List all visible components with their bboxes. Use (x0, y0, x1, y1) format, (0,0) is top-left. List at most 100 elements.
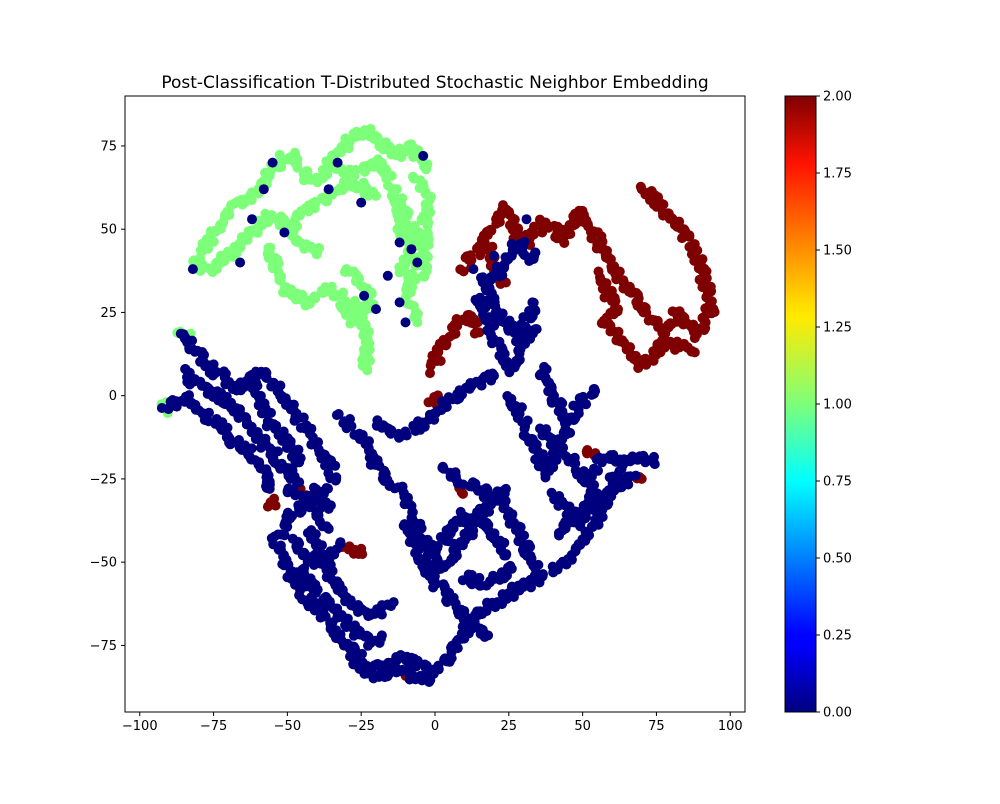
scatter-point (389, 483, 400, 494)
scatter-point (581, 512, 591, 523)
scatter-point (330, 475, 341, 486)
scatter-point (525, 541, 536, 552)
scatter-point (323, 523, 334, 534)
scatter-point (309, 439, 320, 450)
scatter-point (547, 561, 558, 572)
scatter-point (467, 623, 478, 634)
class-0-series (156, 236, 660, 687)
scatter-point (648, 457, 659, 468)
scatter-point (414, 544, 425, 555)
scatter-point (441, 559, 452, 570)
scatter-point (456, 487, 467, 498)
scatter-point (345, 651, 356, 662)
scatter-point (633, 363, 644, 373)
scatter-point (394, 237, 405, 248)
scatter-point (305, 596, 316, 607)
scatter-point (362, 364, 373, 374)
scatter-point (557, 448, 568, 459)
scatter-point (630, 470, 641, 481)
scatter-point (323, 184, 334, 195)
scatter-point (614, 266, 625, 277)
scatter-point (689, 347, 700, 358)
x-tick-label: 50 (574, 719, 591, 734)
scatter-point (631, 297, 642, 308)
scatter-point (521, 214, 532, 225)
scatter-point (330, 460, 341, 471)
scatter-point (430, 579, 441, 589)
colorbar-axis: 0.00 0.25 0.50 0.75 1.00 1.25 1.50 1.75 2.00 (816, 90, 852, 721)
scatter-point (294, 457, 305, 468)
scatter-point (587, 229, 598, 240)
scatter-point (489, 574, 499, 585)
scatter-point (258, 184, 269, 195)
scatter-point (419, 240, 430, 251)
scatter-point (350, 164, 361, 175)
scatter-point (215, 421, 225, 432)
scatter-point (220, 368, 231, 379)
scatter-point (346, 421, 357, 432)
x-tick-label: 75 (648, 719, 665, 734)
scatter-point (487, 338, 497, 349)
scatter-point (484, 243, 495, 254)
scatter-point (519, 530, 530, 541)
scatter-point (584, 530, 595, 541)
scatter-point (483, 630, 494, 641)
scatter-point (418, 150, 429, 161)
scatter-point (311, 587, 321, 598)
scatter-point (305, 429, 315, 439)
scatter-point (624, 286, 634, 297)
scatter-point (685, 241, 696, 252)
scatter-point (473, 485, 483, 496)
x-axis: −100 −75 −50 −25 0 25 50 75 100 (122, 712, 743, 734)
scatter-point (514, 408, 525, 419)
scatter-point (310, 293, 321, 304)
scatter-point (578, 391, 589, 402)
scatter-point (406, 244, 417, 255)
scatter-point (371, 190, 381, 201)
scatter-point (266, 407, 276, 418)
scatter-point (333, 409, 344, 419)
scatter-point (397, 664, 408, 675)
x-tick-label: −50 (274, 719, 301, 734)
scatter-point (489, 250, 499, 261)
scatter-point (468, 264, 479, 275)
scatter-point (619, 457, 629, 468)
scatter-point (513, 229, 524, 240)
y-tick-label: 0 (109, 389, 117, 404)
x-tick-label: −100 (122, 719, 158, 734)
scatter-point (475, 606, 485, 617)
scatter-point (260, 372, 271, 383)
scatter-point (291, 541, 302, 552)
scatter-point (356, 320, 367, 331)
scatter-point (625, 342, 636, 353)
scatter-point (368, 157, 379, 168)
scatter-point (195, 266, 206, 276)
scatter-point (296, 490, 307, 501)
scatter-point (400, 426, 411, 437)
scatter-point (632, 289, 643, 300)
scatter-point (356, 543, 367, 554)
scatter-point (292, 413, 303, 424)
scatter-point (341, 264, 352, 275)
scatter-point (615, 336, 626, 347)
colorbar-tick-label: 1.50 (823, 244, 852, 259)
scatter-point (607, 296, 618, 306)
scatter-point (474, 327, 485, 338)
scatter-point (222, 422, 233, 433)
scatter-point (359, 290, 370, 301)
scatter-point (613, 326, 624, 337)
scatter-point (483, 226, 494, 236)
scatter-point (400, 317, 411, 328)
scatter-point (270, 500, 281, 511)
class-0-series (187, 150, 532, 328)
scatter-point (235, 257, 246, 268)
scatter-point (374, 461, 385, 471)
scatter-point (372, 132, 383, 143)
scatter-point (412, 317, 423, 328)
x-tick-label: −25 (347, 719, 374, 734)
scatter-point (348, 548, 359, 559)
scatter-point (530, 324, 541, 335)
scatter-point (697, 254, 708, 265)
scatter-point (705, 281, 716, 292)
scatter-point (506, 250, 517, 261)
